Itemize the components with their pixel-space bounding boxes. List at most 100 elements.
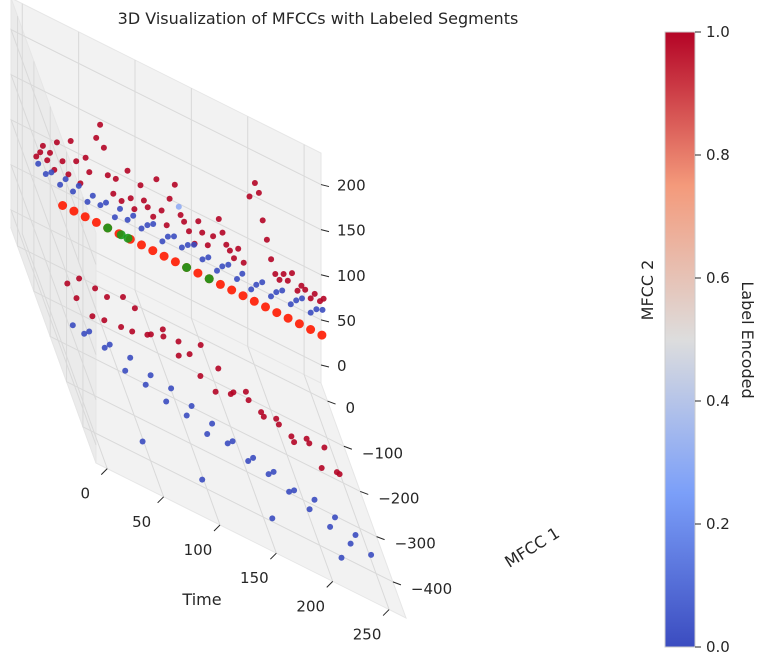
data-point — [265, 471, 272, 478]
data-point — [153, 176, 160, 183]
data-point — [75, 182, 82, 189]
data-point — [175, 203, 182, 210]
data-point — [263, 236, 270, 243]
x-tick-label: 150 — [240, 569, 269, 587]
data-point — [73, 158, 80, 165]
y-tick-mark — [392, 581, 402, 586]
data-point — [82, 154, 89, 161]
data-point — [188, 403, 195, 409]
data-point — [131, 206, 138, 213]
data-point — [294, 319, 304, 329]
data-point — [229, 438, 236, 445]
x-axis-label: Time — [181, 590, 221, 609]
data-point — [44, 157, 51, 164]
data-point — [81, 330, 88, 337]
data-point — [215, 216, 222, 222]
data-point — [42, 171, 49, 177]
data-point — [227, 285, 237, 295]
y-tick-mark — [360, 490, 369, 495]
data-point — [215, 279, 225, 289]
data-point — [306, 325, 316, 334]
data-point — [89, 192, 96, 199]
grid-line-z — [10, 73, 322, 310]
data-point — [313, 306, 320, 313]
data-point — [171, 233, 177, 240]
data-point — [168, 385, 175, 392]
data-point — [272, 271, 279, 277]
data-point — [253, 281, 260, 288]
data-point — [104, 172, 111, 179]
colorbar — [664, 31, 696, 648]
data-point — [240, 259, 247, 266]
data-point — [137, 182, 144, 189]
data-point — [260, 413, 267, 420]
data-point — [117, 205, 123, 212]
data-point — [311, 290, 318, 297]
x-tick-label: 50 — [132, 513, 151, 531]
data-point — [239, 270, 246, 277]
data-point — [268, 256, 275, 263]
data-point — [164, 233, 171, 240]
data-point — [131, 305, 138, 312]
colorbar-tick-label: 1.0 — [706, 23, 730, 41]
data-point — [226, 247, 233, 254]
data-point — [39, 142, 46, 149]
grid-line-z — [10, 118, 322, 355]
data-point — [175, 338, 182, 345]
data-point — [273, 415, 280, 422]
data-point — [235, 245, 242, 252]
data-point — [273, 289, 280, 296]
colorbar-tick-label: 0.4 — [706, 392, 730, 410]
data-point — [302, 286, 309, 293]
y-tick-mark — [327, 400, 336, 405]
data-point — [150, 221, 157, 227]
y-tick-label: −100 — [362, 444, 403, 462]
x-tick-mark — [100, 468, 108, 475]
data-point — [352, 532, 359, 538]
data-point — [92, 285, 99, 292]
data-point — [48, 169, 55, 176]
data-point — [118, 198, 125, 204]
data-point — [69, 206, 79, 216]
data-point — [101, 344, 108, 351]
data-point — [204, 242, 211, 249]
data-point — [191, 241, 197, 248]
data-point — [106, 341, 113, 348]
data-point — [261, 302, 270, 312]
data-point — [205, 254, 212, 261]
data-point — [311, 496, 318, 503]
z-tick-label: 100 — [337, 267, 366, 285]
colorbar-label: Label Encoded — [738, 281, 757, 398]
data-point — [275, 421, 282, 428]
y-tick-mark — [376, 536, 385, 541]
colorbar-tick-label: 0.2 — [706, 515, 730, 533]
y-tick-label: 0 — [346, 399, 356, 417]
data-point — [186, 228, 192, 235]
data-point — [306, 506, 313, 513]
data-point — [130, 212, 137, 219]
chart-title: 3D Visualization of MFCCs with Labeled S… — [118, 9, 519, 28]
data-point — [138, 225, 145, 232]
data-point — [245, 458, 252, 464]
data-point — [307, 295, 314, 302]
data-point — [144, 204, 151, 211]
data-point — [284, 277, 291, 284]
data-point — [120, 294, 126, 300]
data-point — [35, 160, 42, 167]
data-point — [249, 296, 259, 306]
data-point — [259, 217, 266, 224]
data-point — [238, 291, 248, 301]
data-point — [287, 301, 294, 308]
data-point — [104, 294, 110, 300]
data-point — [255, 189, 262, 196]
data-point — [181, 218, 188, 225]
data-point — [59, 158, 66, 165]
z-tick-label: 150 — [337, 222, 366, 240]
data-point — [93, 134, 100, 141]
data-point — [195, 218, 202, 225]
data-point — [368, 551, 375, 558]
data-point — [67, 138, 74, 144]
data-point — [65, 171, 72, 178]
data-point — [147, 372, 154, 379]
